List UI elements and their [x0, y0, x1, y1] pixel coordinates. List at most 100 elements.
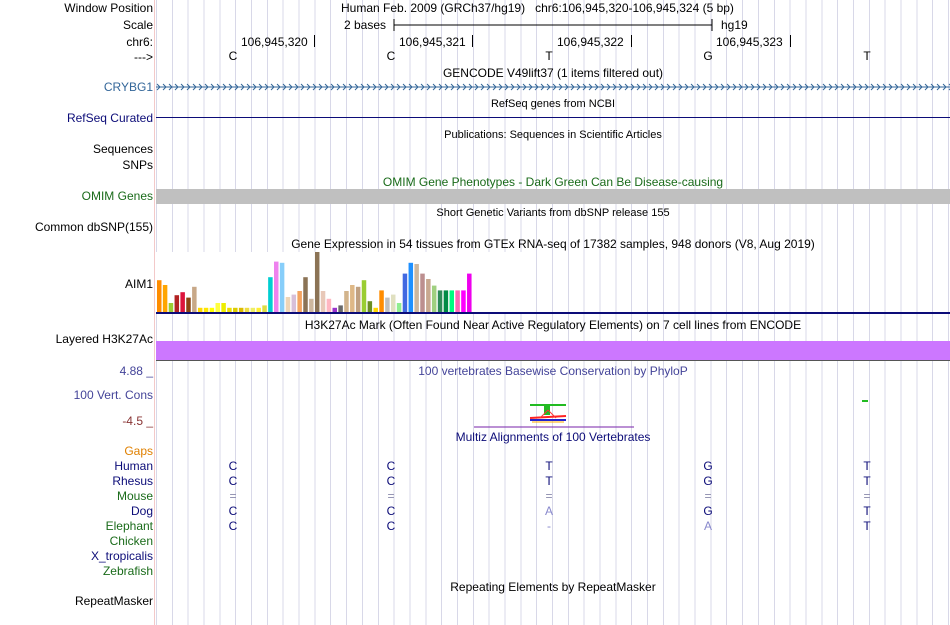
gtex-tissue-bar-54[interactable]	[467, 273, 472, 312]
gtex-tissue-bar-52[interactable]	[455, 290, 460, 312]
gtex-tissue-bar-27[interactable]	[309, 298, 314, 312]
phylop-conservation-plot[interactable]	[470, 400, 640, 430]
multiz-base-elephant-1: C	[228, 519, 238, 533]
gtex-tissue-bar-6[interactable]	[186, 297, 191, 312]
gtex-tissue-bar-39[interactable]	[379, 290, 384, 312]
multiz-species-label-mouse[interactable]: Mouse	[116, 489, 153, 503]
gtex-tissue-bar-4[interactable]	[174, 295, 180, 312]
gtex-expression-chart[interactable]	[156, 252, 536, 313]
coordinate-3: 106,945,322	[557, 35, 624, 49]
multiz-species-label-dog[interactable]: Dog	[130, 504, 153, 518]
gtex-tissue-bar-22[interactable]	[279, 262, 285, 312]
refseq-gene-line[interactable]	[156, 117, 950, 118]
gtex-tissue-bar-3[interactable]	[168, 303, 174, 312]
gtex-tissue-bar-7[interactable]	[192, 286, 197, 312]
gtex-tissue-bar-40[interactable]	[385, 297, 390, 312]
omim-phenotype-bar[interactable]	[156, 189, 950, 204]
gtex-tissue-bar-45[interactable]	[414, 264, 419, 312]
phylop-label[interactable]: 100 Vert. Cons	[73, 388, 153, 402]
gtex-tissue-bar-41[interactable]	[391, 294, 396, 312]
gtex-tissue-bar-17[interactable]	[250, 307, 256, 312]
refseq-track-title[interactable]: RefSeq genes from NCBI	[490, 98, 616, 110]
refseq-label[interactable]: RefSeq Curated	[66, 111, 153, 125]
gtex-tissue-bar-49[interactable]	[437, 290, 443, 312]
gtex-tissue-bar-35[interactable]	[355, 286, 361, 312]
gtex-tissue-bar-5[interactable]	[180, 292, 185, 312]
repeatmasker-track-title[interactable]: Repeating Elements by RepeatMasker	[450, 580, 656, 594]
scale-bases: 2 bases	[344, 18, 387, 32]
gtex-tissue-bar-21[interactable]	[274, 261, 279, 312]
gtex-tissue-bar-31[interactable]	[332, 307, 338, 312]
gtex-tissue-bar-12[interactable]	[221, 303, 226, 312]
gtex-tissue-bar-10[interactable]	[209, 307, 215, 312]
coordinate-1: 106,945,320	[241, 35, 308, 49]
phylop-track-title[interactable]: 100 vertebrates Basewise Conservation by…	[418, 364, 688, 378]
gtex-tissue-bar-11[interactable]	[215, 303, 221, 312]
multiz-base-dog-2: C	[386, 504, 396, 518]
gtex-gene-label[interactable]: AIM1	[124, 277, 153, 291]
multiz-species-label-rhesus[interactable]: Rhesus	[112, 474, 153, 488]
coordinate-tick-3	[631, 35, 632, 47]
multiz-species-label-elephant[interactable]: Elephant	[105, 519, 153, 533]
dbsnp-track-title[interactable]: Short Genetic Variants from dbSNP releas…	[436, 207, 670, 219]
multiz-track-title[interactable]: Multiz Alignments of 100 Vertebrates	[455, 430, 651, 444]
chrom-label: chr6:	[126, 35, 153, 49]
gencode-gene-label[interactable]: CRYBG1	[103, 80, 153, 94]
gtex-track-title[interactable]: Gene Expression in 54 tissues from GTEx …	[291, 237, 815, 251]
gtex-tissue-bar-42[interactable]	[396, 303, 402, 312]
gtex-tissue-bar-9[interactable]	[203, 307, 209, 312]
gtex-tissue-bar-28[interactable]	[314, 252, 320, 312]
repeatmasker-label[interactable]: RepeatMasker	[74, 594, 153, 608]
ref-base-5: T	[863, 49, 871, 63]
gtex-tissue-bar-47[interactable]	[426, 279, 431, 312]
gtex-tissue-bar-37[interactable]	[367, 301, 373, 312]
omim-label[interactable]: OMIM Genes	[81, 189, 153, 203]
gtex-tissue-bar-23[interactable]	[285, 297, 291, 312]
gtex-tissue-bar-33[interactable]	[344, 291, 349, 312]
gencode-track-title[interactable]: GENCODE V49lift37 (1 items filtered out)	[442, 66, 664, 80]
multiz-species-label-human[interactable]: Human	[114, 459, 153, 473]
h3k27ac-signal-bar[interactable]	[156, 341, 950, 360]
gtex-tissue-bar-50[interactable]	[443, 290, 449, 312]
gtex-tissue-bar-16[interactable]	[244, 307, 250, 312]
gtex-tissue-bar-48[interactable]	[431, 285, 437, 312]
gtex-tissue-bar-14[interactable]	[233, 307, 238, 312]
gtex-tissue-bar-34[interactable]	[350, 285, 355, 312]
gtex-tissue-bar-43[interactable]	[402, 273, 408, 312]
gtex-tissue-bar-44[interactable]	[408, 262, 414, 312]
dbsnp-label[interactable]: Common dbSNP(155)	[34, 220, 153, 234]
omim-track-title[interactable]: OMIM Gene Phenotypes - Dark Green Can Be…	[382, 175, 724, 189]
multiz-species-label-x_tropicalis[interactable]: X_tropicalis	[90, 549, 153, 563]
gtex-tissue-bar-19[interactable]	[262, 305, 267, 312]
gtex-tissue-bar-8[interactable]	[197, 307, 203, 312]
gtex-tissue-bar-51[interactable]	[449, 290, 455, 312]
publications-sequences-label[interactable]: Sequences	[92, 142, 153, 156]
gtex-tissue-bar-18[interactable]	[256, 307, 261, 312]
multiz-species-label-zebrafish[interactable]: Zebrafish	[102, 564, 153, 578]
gtex-tissue-bar-1[interactable]	[157, 280, 162, 312]
ref-base-2: C	[386, 49, 396, 63]
gencode-gene-model[interactable]	[156, 80, 950, 94]
gtex-tissue-bar-29[interactable]	[320, 291, 326, 312]
gtex-tissue-bar-32[interactable]	[338, 305, 343, 312]
publications-track-title[interactable]: Publications: Sequences in Scientific Ar…	[444, 129, 662, 141]
h3k27ac-label[interactable]: Layered H3K27Ac	[55, 332, 153, 346]
gtex-tissue-bar-36[interactable]	[361, 280, 367, 312]
gtex-tissue-bar-15[interactable]	[238, 307, 244, 312]
multiz-gaps-label[interactable]: Gaps	[124, 444, 153, 458]
gtex-tissue-bar-25[interactable]	[297, 291, 302, 312]
multiz-species-label-chicken[interactable]: Chicken	[109, 534, 153, 548]
h3k27ac-track-title[interactable]: H3K27Ac Mark (Often Found Near Active Re…	[304, 318, 802, 332]
publications-snps-label[interactable]: SNPs	[122, 158, 153, 172]
gtex-tissue-bar-30[interactable]	[326, 298, 332, 312]
gtex-tissue-bar-53[interactable]	[461, 290, 466, 312]
gtex-tissue-bar-20[interactable]	[268, 277, 273, 312]
gtex-tissue-bar-13[interactable]	[227, 307, 232, 312]
gtex-tissue-bar-46[interactable]	[420, 273, 425, 312]
gtex-tissue-bar-2[interactable]	[162, 285, 168, 312]
gtex-tissue-bar-24[interactable]	[291, 294, 297, 312]
gtex-tissue-bar-38[interactable]	[373, 307, 378, 312]
gtex-tissue-bar-26[interactable]	[303, 277, 308, 312]
h3k27ac-baseline	[156, 360, 950, 361]
